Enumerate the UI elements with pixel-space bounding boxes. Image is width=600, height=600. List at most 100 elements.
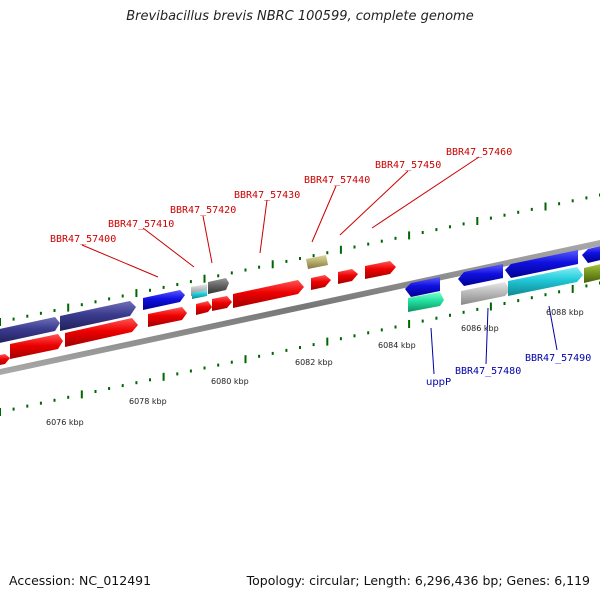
- scale-track-tick: [339, 337, 342, 341]
- scale-track-tick: [26, 404, 29, 408]
- upper-track-tick: [121, 294, 124, 298]
- upper-track-tick: [135, 289, 138, 298]
- gene-blue-rev-4: [582, 246, 600, 263]
- scale-track-tick: [217, 363, 220, 367]
- scale-track-tick: [367, 331, 370, 335]
- upper-track-tick: [149, 288, 151, 292]
- label-bbr47-57430: BBR47_57430: [234, 190, 300, 201]
- upper-track-tick: [217, 274, 220, 278]
- upper-track-tick: [176, 283, 179, 286]
- genome-summary-text: Topology: circular; Length: 6,296,436 bp…: [246, 573, 590, 588]
- upper-track-tick: [53, 309, 56, 312]
- scale-track-tick: [462, 310, 465, 314]
- gene-dark-gray: [208, 278, 229, 294]
- upper-track-tick: [39, 311, 42, 315]
- scale-track-tick: [408, 320, 411, 328]
- accession-text: Accession: NC_012491: [9, 573, 152, 588]
- upper-track-tick: [326, 251, 329, 255]
- upper-track-tick: [517, 210, 520, 214]
- lower-labels: uppP BBR47_57480 BBR47_57490: [426, 353, 591, 388]
- label-bbr47-57420: BBR47_57420: [170, 205, 236, 216]
- upper-track-tick: [94, 300, 97, 304]
- upper-track-tick: [503, 213, 506, 217]
- scale-label-6084: 6084 kbp: [378, 341, 416, 350]
- upper-track-tick: [339, 245, 342, 254]
- upper-track-tick: [162, 285, 165, 289]
- gene-red-3: [65, 318, 138, 347]
- scale-track-tick: [380, 328, 383, 332]
- scale-track-tick: [312, 343, 315, 347]
- label-bbr47-57450: BBR47_57450: [375, 160, 441, 171]
- gene-red-1: [0, 354, 10, 365]
- scale-track-tick: [476, 307, 479, 311]
- scale-label-6076: 6076 kbp: [46, 418, 84, 427]
- upper-track-tick: [353, 245, 356, 249]
- scale-track-tick: [0, 408, 1, 416]
- gene-red-4: [148, 307, 187, 327]
- scale-track-tick: [162, 372, 165, 381]
- upper-track-tick: [558, 202, 561, 206]
- scale-track-tick: [53, 398, 56, 402]
- gene-blue-rev-1: [405, 277, 440, 297]
- scale-labels: 6076 kbp 6078 kbp 6080 kbp 6082 kbp 6084…: [46, 308, 584, 427]
- scale-track-tick: [489, 302, 492, 311]
- upper-track-tick: [67, 303, 70, 312]
- scale-label-6078: 6078 kbp: [129, 397, 167, 406]
- scale-track-tick: [149, 378, 151, 382]
- red-genes: [0, 261, 396, 365]
- upper-track-tick: [489, 216, 492, 220]
- scale-track-tick: [258, 354, 261, 358]
- gene-green: [408, 292, 444, 312]
- upper-track-tick: [408, 231, 411, 240]
- scale-track-tick: [394, 325, 397, 329]
- scale-track-tick: [517, 299, 520, 303]
- scale-track-tick: [203, 366, 206, 370]
- scale-track-tick: [503, 302, 506, 305]
- upper-track-tick: [12, 317, 15, 321]
- gene-red-6: [212, 296, 232, 311]
- genome-title: Brevibacillus brevis NBRC 100599, comple…: [126, 9, 474, 24]
- scale-track-tick: [585, 284, 588, 288]
- scale-track-tick: [271, 351, 274, 355]
- gene-red-9: [338, 269, 358, 284]
- scale-track-tick: [558, 290, 561, 294]
- upper-track-tick: [271, 260, 274, 269]
- label-bbr47-57410: BBR47_57410: [108, 219, 174, 230]
- upper-track-tick: [380, 239, 383, 243]
- scale-track-tick: [39, 401, 42, 405]
- genome-backbone: [0, 240, 600, 375]
- scale-track-tick: [326, 337, 329, 346]
- upper-track-tick: [571, 199, 574, 203]
- scale-track-tick: [285, 348, 288, 352]
- scale-track-tick: [176, 372, 179, 376]
- upper-track-tick: [585, 196, 588, 200]
- upper-track-tick: [26, 314, 29, 318]
- scale-track-tick: [121, 384, 124, 388]
- scale-track-tick: [299, 346, 301, 349]
- scale-track-tick: [353, 334, 356, 338]
- upper-track-tick: [108, 297, 111, 301]
- upper-labels: BBR47_57400 BBR47_57410 BBR47_57420 BBR4…: [50, 147, 512, 245]
- gene-red-7: [233, 280, 304, 308]
- upper-track-tick: [462, 222, 465, 226]
- scale-track-tick: [189, 369, 192, 373]
- gene-blue-1: [143, 290, 185, 310]
- upper-track-tick: [285, 259, 288, 263]
- gene-red-10: [365, 261, 396, 279]
- scale-label-6088: 6088 kbp: [546, 308, 584, 317]
- gene-gray-long: [461, 282, 510, 305]
- upper-tick-track: [0, 193, 600, 326]
- label-uppp: uppP: [426, 377, 451, 388]
- upper-track-tick: [299, 257, 301, 260]
- gene-blue-rev-2: [458, 264, 503, 286]
- upper-track-tick: [312, 254, 315, 258]
- scale-track-tick: [530, 296, 533, 300]
- gene-red-8: [311, 275, 331, 290]
- upper-track-tick: [258, 265, 261, 269]
- scale-track-tick: [67, 395, 70, 399]
- scale-track-tick: [244, 355, 247, 364]
- upper-track-tick: [421, 231, 424, 234]
- label-bbr47-57490: BBR47_57490: [525, 353, 591, 364]
- label-bbr47-57400: BBR47_57400: [50, 234, 116, 245]
- scale-label-6082: 6082 kbp: [295, 358, 333, 367]
